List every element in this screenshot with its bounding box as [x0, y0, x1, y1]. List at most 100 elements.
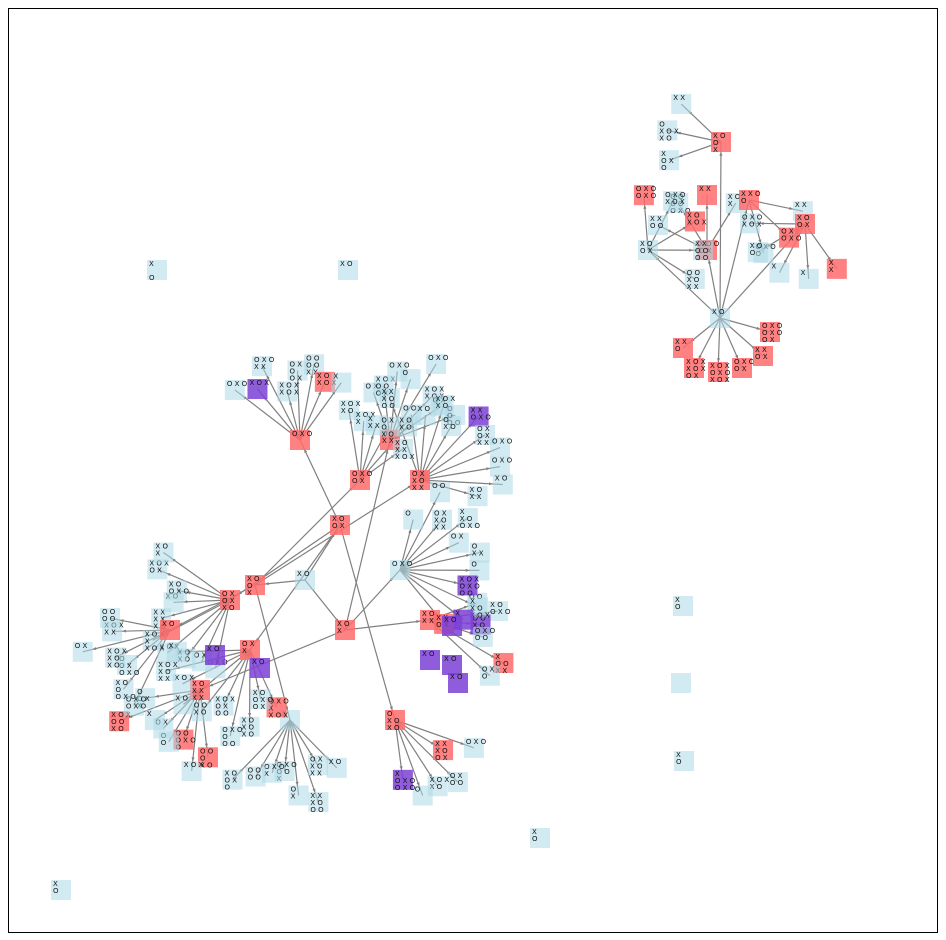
- tree-node: X O XXX O X: [142, 630, 164, 652]
- node-board-text: O O: [475, 634, 489, 642]
- node-board-text: X O: [450, 673, 463, 681]
- node-board-text: X O: [107, 655, 120, 663]
- node-square: [711, 132, 731, 152]
- node-board-text: O: [387, 710, 393, 718]
- node-board-text: O X O: [269, 697, 290, 705]
- tree-node: O X OXX O X: [266, 697, 290, 719]
- tree-node: X O: [492, 474, 513, 495]
- tree-node: O XO X O: [779, 227, 802, 248]
- node-board-text: X O X: [436, 395, 456, 403]
- node-board-text: X O: [444, 655, 457, 663]
- tree-node: X O XO X: [147, 559, 169, 580]
- tree-node: O X OOO O: [220, 726, 243, 748]
- node-square: [287, 360, 308, 381]
- node-board-text: X O: [340, 260, 353, 268]
- tree-node: X OO X OO X: [250, 689, 273, 711]
- node-board-text: X O: [399, 416, 412, 424]
- node-board-text: O X O: [734, 358, 755, 366]
- node-board-text: X O: [158, 668, 171, 676]
- node-square: [798, 268, 819, 289]
- node-board-text: O X: [253, 703, 266, 711]
- edge-arrowhead: [677, 131, 681, 135]
- node-board-text: X O: [111, 725, 124, 733]
- tree-node: X: [166, 641, 187, 662]
- terminal-node: X O: [448, 673, 468, 693]
- edge-arrowhead: [289, 401, 293, 406]
- node-square: [442, 616, 462, 636]
- node-board-text: O O: [650, 222, 664, 230]
- node-square: [747, 242, 768, 263]
- isolated-node: X O: [338, 260, 358, 280]
- tree-node: X OX X: [467, 486, 488, 507]
- node-board-text: X: [675, 596, 680, 604]
- node-board-text: O X O: [781, 235, 802, 243]
- tree-node: O X O: [390, 560, 413, 580]
- edge: [289, 719, 319, 803]
- node-board-text: X O: [247, 575, 260, 583]
- edge-arrowhead: [312, 788, 316, 793]
- node-board-text: X X: [687, 283, 699, 291]
- node-board-text: X X: [434, 524, 446, 532]
- node-square: [426, 353, 447, 374]
- node-board-text: X: [242, 647, 247, 655]
- edge-arrowhead: [463, 490, 468, 494]
- edge-arrowhead: [231, 722, 235, 727]
- node-square: [153, 542, 174, 563]
- edge-arrowhead: [191, 757, 195, 762]
- edge-arrowhead: [486, 467, 491, 471]
- node-board-text: O X O: [389, 362, 410, 370]
- node-board-text: O O: [403, 405, 417, 413]
- edge-arrowhead: [304, 449, 308, 454]
- node-board-text: X: [53, 880, 58, 888]
- node-board-text: O O: [175, 730, 189, 738]
- node-board-text: X O: [242, 724, 255, 732]
- node-square: [123, 695, 144, 716]
- node-board-text: O X O: [428, 354, 449, 362]
- node-board-text: O X: [412, 470, 425, 478]
- node-board-text: X O X: [158, 661, 178, 669]
- tree-node: O X OO X O: [633, 185, 657, 206]
- node-board-text: X O: [252, 658, 265, 666]
- tree-node: X OO X O: [488, 601, 511, 622]
- node-board-text: O: [675, 603, 681, 611]
- node-board-text: O X: [332, 522, 345, 530]
- node-board-text: O X O: [292, 430, 313, 438]
- node-board-text: O O: [102, 608, 116, 616]
- node-board-text: X O: [194, 708, 207, 716]
- node-board-text: X O X: [269, 711, 289, 719]
- node-board-text: X: [532, 828, 537, 836]
- edge-arrowhead: [370, 434, 374, 439]
- node-board-text: X: [356, 418, 361, 426]
- node-board-text: O X O: [126, 703, 147, 711]
- edge: [254, 479, 361, 586]
- node-square: [673, 596, 693, 616]
- node-board-text: O: [405, 510, 411, 518]
- node-square: [262, 762, 283, 783]
- node-square: [105, 647, 126, 668]
- node-board-text: O X O: [742, 213, 763, 221]
- edge-arrowhead: [166, 573, 171, 577]
- node-board-text: O O: [376, 382, 390, 390]
- edge-arrowhead: [408, 529, 412, 534]
- node-board-text: X: [460, 508, 465, 516]
- isolated-node: XO: [51, 880, 71, 900]
- edge-arrowhead: [719, 151, 723, 156]
- tree-node: O XX: [240, 640, 260, 660]
- edge-arrowhead: [389, 706, 393, 711]
- node-board-text: O: [741, 197, 747, 205]
- node-board-text: X X: [472, 550, 484, 558]
- node-board-text: X O X: [341, 400, 361, 408]
- node-square: [295, 570, 315, 590]
- node-board-text: O: [53, 887, 59, 895]
- node-board-text: X X O: [741, 190, 761, 198]
- node-square: [760, 322, 780, 342]
- tree-node: O X OX X: [251, 356, 275, 377]
- node-square: [492, 474, 513, 495]
- node-board-text: X O: [418, 405, 431, 413]
- node-board-text: X O: [750, 242, 763, 250]
- tree-node: O OOX O: [197, 747, 218, 769]
- tree-node: X XO O: [647, 215, 668, 236]
- node-square: [330, 515, 350, 535]
- node-square: [245, 575, 265, 595]
